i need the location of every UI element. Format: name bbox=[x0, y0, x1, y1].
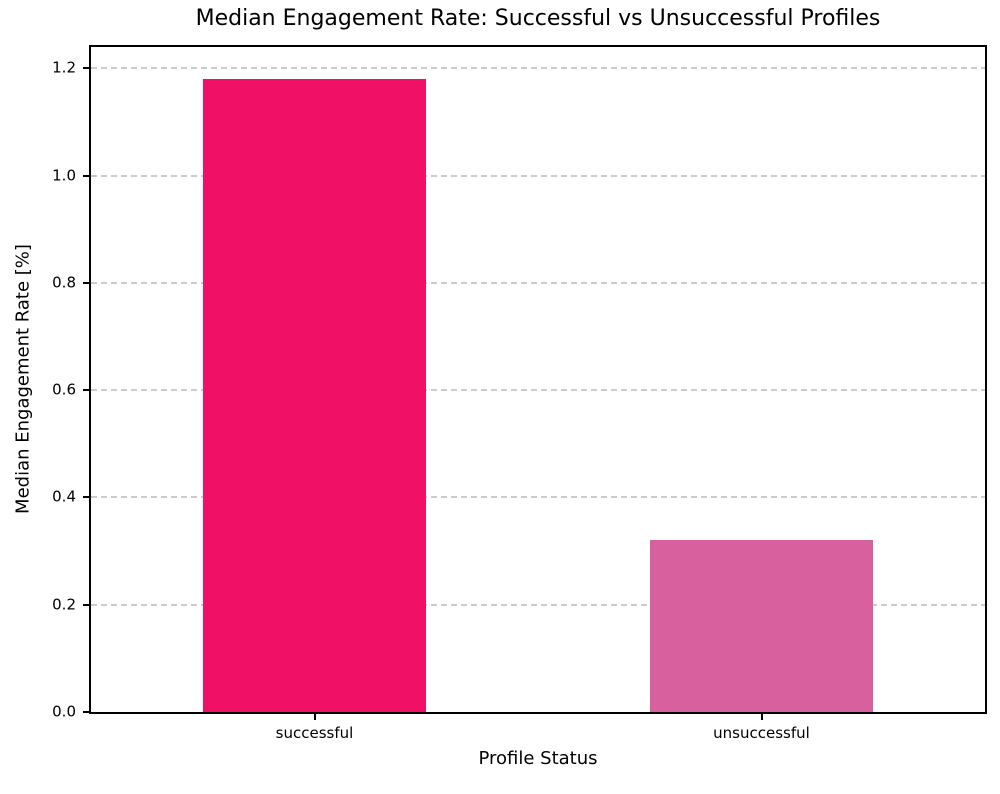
y-tick-label: 1.2 bbox=[52, 58, 76, 77]
y-tick-label: 0.2 bbox=[52, 595, 76, 614]
y-tick-label: 0.4 bbox=[52, 487, 76, 506]
x-tick-label-unsuccessful: unsuccessful bbox=[713, 724, 810, 742]
x-tick-label-successful: successful bbox=[275, 724, 354, 742]
x-axis-label: Profile Status bbox=[478, 748, 598, 769]
y-tick-mark bbox=[83, 67, 89, 70]
x-tick-mark bbox=[313, 714, 316, 720]
y-axis-ticks: 0.0 0.2 0.4 0.6 0.8 1.0 1.2 bbox=[0, 47, 89, 719]
y-tick-mark bbox=[83, 281, 89, 284]
y-tick-mark bbox=[83, 496, 89, 499]
y-tick-mark bbox=[83, 603, 89, 606]
y-tick-label: 0.8 bbox=[52, 273, 76, 292]
gridline-y-1.2 bbox=[91, 67, 985, 70]
bar-successful bbox=[202, 79, 427, 712]
y-tick-mark bbox=[83, 174, 89, 177]
x-tick-mark bbox=[760, 714, 763, 720]
chart-title: Median Engagement Rate: Successful vs Un… bbox=[195, 6, 881, 31]
plot-area bbox=[89, 45, 987, 714]
gridline-y-0.4 bbox=[91, 496, 985, 499]
bar-unsuccessful bbox=[649, 540, 874, 712]
y-tick-mark bbox=[83, 711, 89, 713]
y-tick-mark bbox=[83, 389, 89, 392]
gridline-y-0.6 bbox=[91, 389, 985, 392]
gridline-y-0.2 bbox=[91, 603, 985, 606]
gridline-y-0.8 bbox=[91, 281, 985, 284]
gridline-y-1.0 bbox=[91, 174, 985, 177]
y-tick-label: 0.0 bbox=[52, 702, 76, 721]
x-axis-ticks: successful unsuccessful bbox=[91, 714, 985, 754]
y-tick-label: 0.6 bbox=[52, 380, 76, 399]
y-tick-label: 1.0 bbox=[52, 166, 76, 185]
